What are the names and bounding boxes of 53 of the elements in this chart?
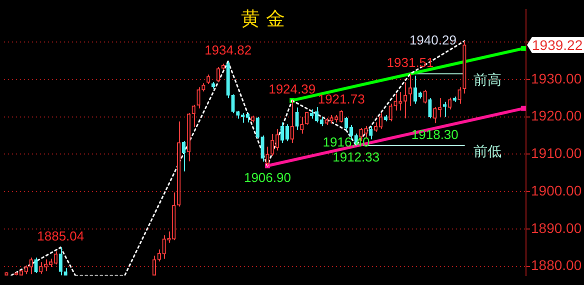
candlestick (300, 116, 304, 134)
annotation: 1934.82 (204, 42, 252, 58)
candlestick (388, 103, 392, 122)
series-label: 前高 (473, 72, 502, 88)
candlestick (369, 126, 373, 140)
series-label: 前低 (473, 144, 502, 160)
annotation: 1918.30 (411, 127, 458, 142)
candlestick (39, 262, 43, 274)
candlestick (29, 257, 33, 275)
candlestick (260, 134, 264, 162)
candlestick (394, 92, 398, 111)
candlestick (34, 257, 38, 274)
text: 1939.22 (532, 36, 583, 53)
candlestick (442, 101, 447, 118)
candlestick (58, 246, 62, 276)
y-tick-label: 1930.00 (531, 70, 582, 86)
candlestick (266, 146, 270, 166)
candlestick (157, 248, 161, 262)
annotation: 1921.73 (318, 91, 365, 106)
candlestick (256, 116, 260, 139)
candlestick (167, 231, 171, 244)
candlestick (364, 126, 368, 138)
candlestick (413, 75, 418, 104)
candlestick (428, 98, 432, 119)
y-tick-label: 1900.00 (531, 182, 582, 198)
chart-title: 黄 金 (240, 7, 286, 32)
candlestick (162, 234, 166, 260)
data-label: 1940.29 (409, 32, 456, 48)
candlestick (192, 104, 196, 128)
annotation: 1885.04 (37, 228, 84, 244)
candlestick (246, 112, 250, 123)
y-tick-label: 1890.00 (531, 220, 582, 236)
candlestick (216, 66, 220, 83)
candlestick (458, 86, 462, 104)
point (521, 106, 526, 111)
y-tick-label: 1910.00 (531, 145, 582, 162)
candlestick (423, 89, 427, 104)
candlestick (398, 92, 402, 111)
annotation: 1906.90 (244, 170, 291, 185)
y-tick-label: 1880.00 (531, 257, 582, 274)
annotation: 1924.39 (268, 81, 316, 96)
candlestick (196, 86, 200, 109)
candlestick (448, 97, 452, 110)
point (521, 46, 526, 51)
candlestick (295, 106, 299, 130)
candlestick (275, 128, 280, 151)
candlestick (152, 255, 156, 276)
y-tick-label: 1920.00 (531, 108, 582, 124)
annotation: 1912.33 (332, 150, 380, 165)
candlestick (231, 94, 235, 114)
candlestick (408, 73, 412, 106)
candlestick (206, 74, 210, 84)
candlestick (438, 98, 442, 118)
